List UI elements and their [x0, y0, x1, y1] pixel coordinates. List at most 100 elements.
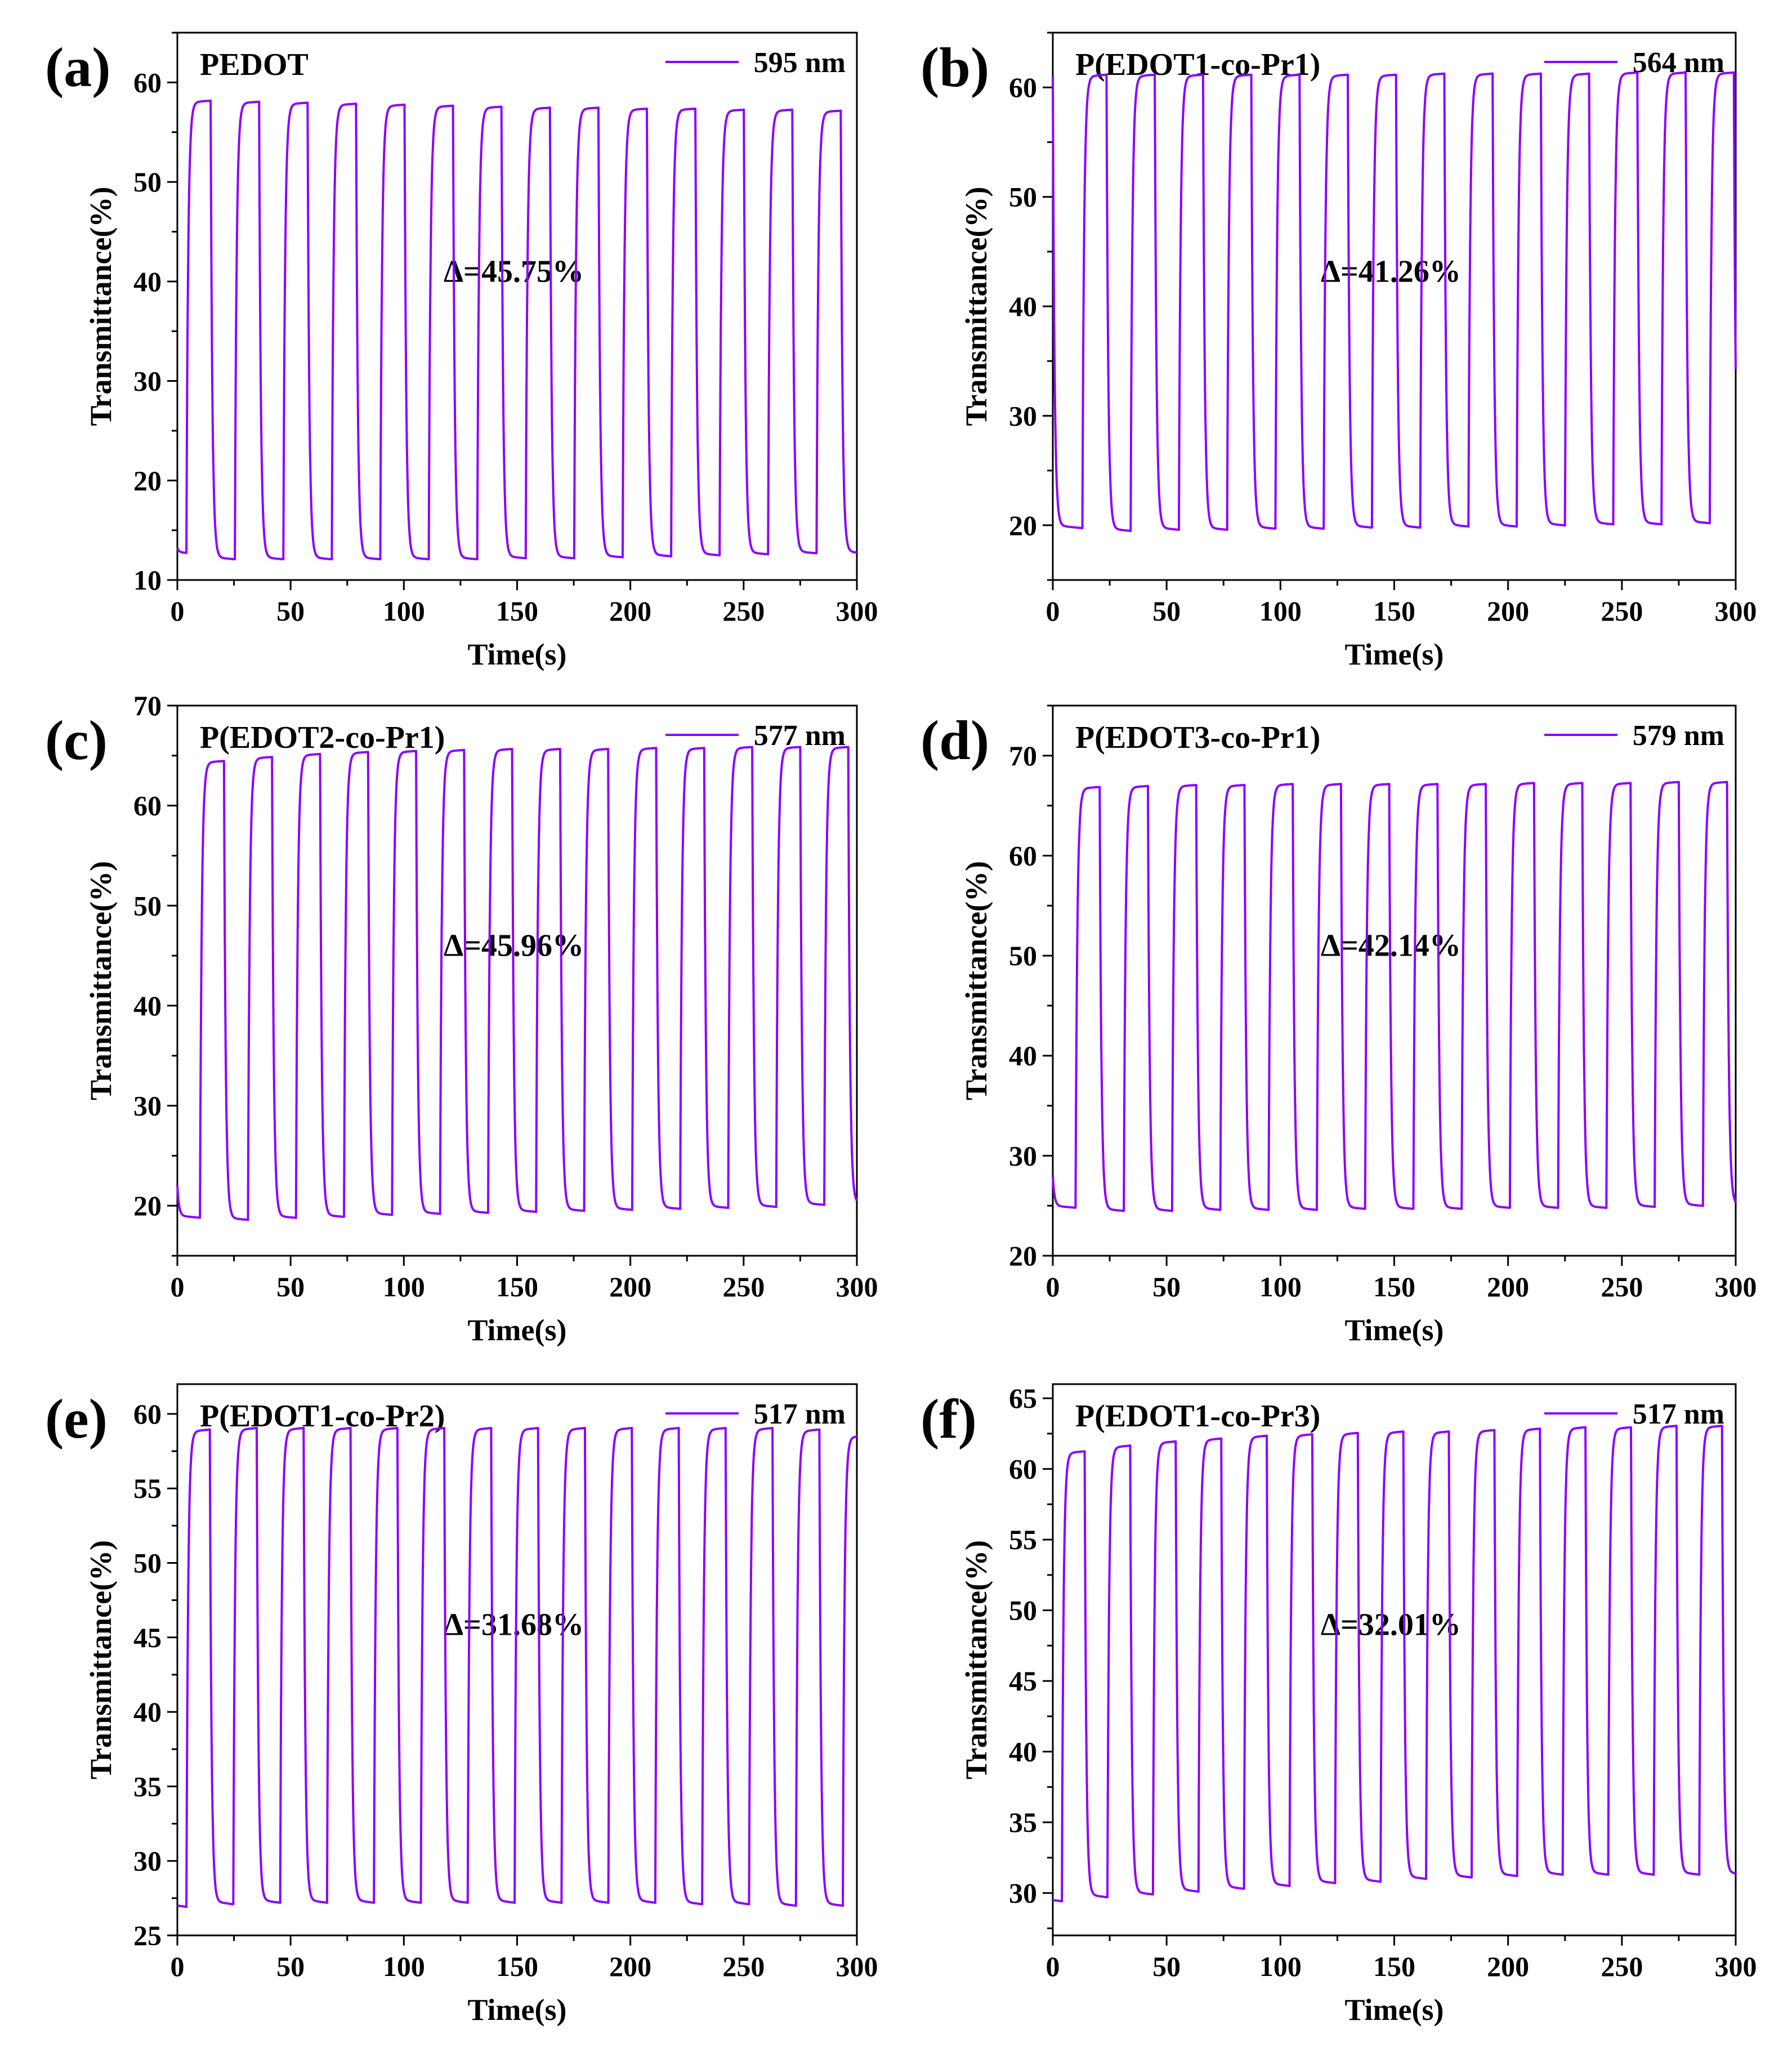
y-tick-label: 50 — [1009, 940, 1037, 971]
panel-title: P(EDOT1-co-Pr2) — [200, 1399, 445, 1434]
legend-label: 517 nm — [1633, 1398, 1724, 1430]
x-tick-label: 100 — [383, 595, 425, 627]
y-tick-label: 45 — [133, 1622, 162, 1653]
x-axis-label: Time(s) — [1345, 637, 1444, 671]
panel-b: 0 50 100 150 200 250 300 20 30 40 50 60 Time(s) Trans… — [920, 32, 1757, 671]
y-axis-label: Transmittance(%) — [959, 187, 993, 426]
panel-title: P(EDOT1-co-Pr3) — [1075, 1399, 1320, 1434]
x-tick-label: 0 — [1046, 1271, 1060, 1302]
y-tick-label: 45 — [1009, 1665, 1037, 1697]
plot-frame — [176, 32, 858, 581]
y-tick-label: 40 — [1009, 1040, 1037, 1072]
x-tick-label: 50 — [276, 595, 305, 627]
x-tick-label: 200 — [609, 1951, 651, 1982]
x-tick-label: 250 — [1601, 1271, 1643, 1302]
y-tick-label: 20 — [133, 1190, 162, 1221]
x-axis-label: Time(s) — [468, 1313, 567, 1347]
y-tick-label: 30 — [1009, 1140, 1037, 1171]
y-axis-label: Transmittance(%) — [84, 187, 118, 426]
y-axis-label: Transmittance(%) — [959, 861, 993, 1100]
x-tick-label: 150 — [496, 595, 538, 627]
x-tick-label: 50 — [276, 1271, 305, 1302]
y-tick-label: 20 — [1009, 1240, 1037, 1272]
y-tick-label: 50 — [133, 890, 162, 921]
y-tick-label: 10 — [133, 564, 162, 596]
delta-annotation: Δ=32.01% — [1321, 1607, 1461, 1642]
series-line — [176, 746, 858, 1221]
y-tick-label: 50 — [1009, 181, 1037, 213]
series-line — [1052, 1425, 1737, 1903]
panel-title: PEDOT — [200, 47, 309, 82]
x-tick-label: 250 — [1601, 1951, 1643, 1982]
x-tick-label: 0 — [171, 595, 185, 627]
series-line — [176, 99, 858, 561]
x-tick-label: 200 — [1487, 1271, 1529, 1302]
delta-annotation: Δ=45.75% — [444, 254, 584, 289]
panel-f: 0 50 100 150 200 250 300 30 35 40 45 50 55 60 65 Time(s… — [920, 1382, 1757, 2027]
panel-a: 0 50 100 150 200 250 300 10 20 30 40 50 60 Time(s) Tra… — [45, 32, 878, 671]
x-tick-label: 200 — [1487, 595, 1529, 627]
panel-letter: (f) — [920, 1388, 977, 1450]
x-tick-label: 100 — [1259, 1271, 1302, 1302]
x-tick-label: 300 — [1715, 595, 1757, 627]
panel-title: P(EDOT1-co-Pr1) — [1075, 47, 1320, 82]
y-tick-label: 65 — [1009, 1382, 1037, 1414]
panel-title: P(EDOT3-co-Pr1) — [1075, 720, 1320, 755]
y-tick-label: 30 — [133, 1090, 162, 1122]
x-tick-label: 100 — [1259, 1951, 1302, 1982]
y-tick-label: 20 — [133, 465, 162, 496]
y-tick-label: 50 — [133, 1547, 162, 1579]
x-tick-label: 150 — [1373, 1951, 1415, 1982]
x-tick-label: 200 — [1487, 1951, 1529, 1982]
x-tick-label: 100 — [1259, 595, 1302, 627]
y-tick-label: 40 — [133, 266, 162, 297]
x-tick-label: 250 — [722, 595, 765, 627]
x-tick-label: 150 — [496, 1271, 538, 1302]
y-axis-label: Transmittance(%) — [84, 861, 118, 1100]
legend-label: 579 nm — [1633, 720, 1724, 752]
legend-label: 595 nm — [754, 47, 846, 79]
y-tick-label: 30 — [1009, 400, 1037, 431]
panel-d: 0 50 100 150 200 250 300 20 30 40 50 60 70 Time(s) Tra… — [920, 704, 1757, 1347]
panel-letter: (e) — [45, 1388, 108, 1450]
x-tick-label: 250 — [722, 1271, 765, 1302]
x-tick-label: 300 — [836, 1271, 878, 1302]
x-tick-label: 0 — [171, 1951, 185, 1982]
panel-letter: (b) — [920, 36, 989, 99]
x-tick-label: 50 — [1152, 595, 1181, 627]
y-tick-label: 70 — [1009, 740, 1037, 771]
y-axis-label: Transmittance(%) — [84, 1540, 118, 1779]
y-tick-label: 40 — [1009, 1736, 1037, 1768]
x-tick-label: 200 — [609, 1271, 651, 1302]
y-tick-label: 40 — [1009, 291, 1037, 322]
x-tick-label: 300 — [836, 1951, 878, 1982]
x-tick-label: 50 — [276, 1951, 305, 1982]
x-tick-label: 50 — [1152, 1271, 1181, 1302]
x-axis-label: Time(s) — [1345, 1993, 1444, 2027]
panel-title: P(EDOT2-co-Pr1) — [200, 720, 445, 755]
x-tick-label: 100 — [383, 1951, 425, 1982]
panel-c: 0 50 100 150 200 250 300 20 30 40 50 60 70 Time(s) Tra… — [45, 690, 878, 1347]
x-tick-label: 150 — [1373, 595, 1415, 627]
x-tick-label: 300 — [1715, 1951, 1757, 1982]
y-tick-label: 70 — [133, 690, 162, 721]
panel-letter: (d) — [920, 709, 989, 771]
y-tick-label: 40 — [133, 990, 162, 1021]
series-line — [176, 1426, 858, 1908]
y-tick-label: 30 — [1009, 1877, 1037, 1909]
x-axis-label: Time(s) — [1345, 1313, 1444, 1347]
series-line — [1052, 780, 1737, 1212]
y-tick-label: 55 — [133, 1473, 162, 1504]
panel-letter: (c) — [45, 709, 108, 771]
x-tick-label: 0 — [1046, 1951, 1060, 1982]
y-tick-label: 55 — [1009, 1524, 1037, 1555]
y-tick-label: 60 — [1009, 1453, 1037, 1485]
y-tick-label: 30 — [133, 365, 162, 397]
y-tick-label: 60 — [133, 1398, 162, 1430]
y-tick-label: 35 — [1009, 1806, 1037, 1838]
x-tick-label: 100 — [383, 1271, 425, 1302]
y-tick-label: 60 — [1009, 840, 1037, 871]
y-tick-label: 25 — [133, 1920, 162, 1951]
